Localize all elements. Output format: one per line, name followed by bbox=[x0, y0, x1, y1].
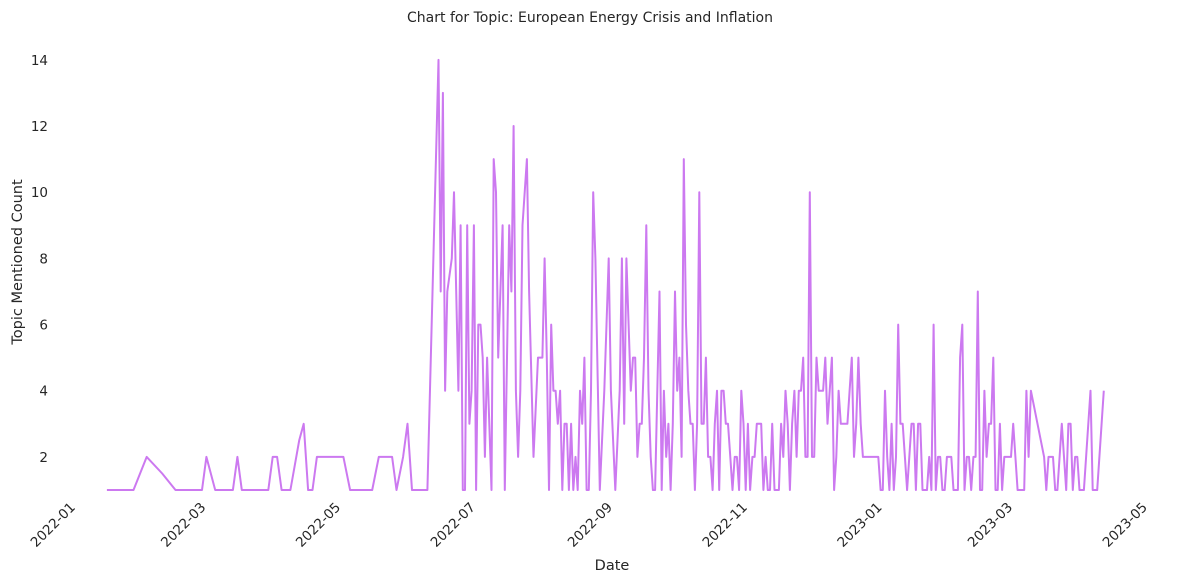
y-tick-label: 14 bbox=[31, 53, 48, 69]
y-axis-label: Topic Mentioned Count bbox=[10, 179, 26, 346]
y-tick-label: 6 bbox=[39, 318, 48, 334]
y-tick-label: 10 bbox=[31, 185, 48, 201]
y-tick-label: 8 bbox=[39, 251, 48, 267]
y-tick-label: 2 bbox=[39, 450, 48, 466]
y-axis-ticks: 2 4 6 8 10 12 14 bbox=[31, 53, 48, 466]
y-tick-label: 12 bbox=[31, 119, 48, 135]
series-line bbox=[106, 58, 1105, 491]
x-axis-label: Date bbox=[595, 558, 630, 574]
chart-title: Chart for Topic: European Energy Crisis … bbox=[407, 10, 773, 26]
y-tick-label: 4 bbox=[39, 384, 48, 400]
